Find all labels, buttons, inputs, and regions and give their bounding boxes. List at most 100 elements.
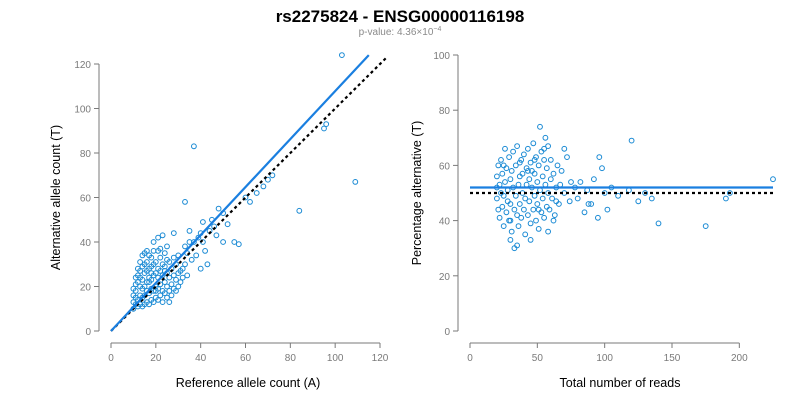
data-point (525, 168, 531, 174)
data-point (526, 198, 533, 205)
data-point (599, 165, 605, 172)
data-point (144, 248, 150, 254)
data-point (494, 173, 500, 180)
data-point (265, 176, 271, 183)
data-point (514, 212, 520, 219)
data-point (635, 198, 642, 205)
data-point (224, 221, 231, 228)
y-tick-label: 40 (439, 217, 451, 228)
data-point (541, 214, 547, 221)
data-point (521, 206, 527, 213)
data-point (157, 254, 164, 261)
data-point (152, 288, 159, 294)
data-point (141, 283, 148, 290)
data-point (204, 261, 211, 268)
data-point (191, 143, 197, 150)
data-point (507, 237, 514, 243)
data-point (533, 154, 539, 161)
data-point (503, 209, 510, 216)
data-point (186, 239, 193, 245)
data-point (152, 259, 159, 265)
data-point (596, 154, 603, 161)
data-point (530, 206, 537, 213)
data-point (581, 209, 588, 216)
data-point (515, 223, 522, 230)
data-point (518, 214, 525, 221)
data-point (339, 52, 345, 58)
data-point (146, 301, 153, 308)
data-point (253, 190, 260, 196)
data-point (545, 228, 551, 235)
y-tick-label: 60 (80, 194, 92, 205)
y-tick-label: 80 (80, 149, 92, 160)
x-tick-label: 120 (372, 353, 389, 364)
y-tick-label: 40 (80, 238, 92, 249)
data-point (260, 183, 267, 190)
data-point (526, 176, 533, 183)
y-tick-label: 120 (74, 60, 91, 71)
data-point (507, 201, 514, 207)
data-point (182, 261, 188, 268)
data-point (539, 173, 546, 180)
data-point (502, 179, 508, 185)
data-point (511, 206, 518, 213)
data-point (132, 274, 139, 281)
data-point (543, 203, 550, 210)
data-point (543, 165, 550, 172)
data-point (170, 254, 177, 261)
data-point (727, 190, 733, 196)
data-point (550, 217, 557, 224)
data-point (166, 274, 173, 281)
data-point (702, 223, 709, 230)
data-point (604, 206, 611, 213)
data-point (139, 276, 146, 283)
data-point (550, 170, 557, 177)
data-point (541, 157, 547, 163)
x-axis-label: Reference allele count (A) (176, 376, 321, 390)
data-point (495, 162, 502, 169)
data-point (144, 279, 150, 286)
data-point (531, 192, 538, 199)
data-point (577, 179, 584, 185)
data-point (521, 151, 527, 158)
data-point (150, 299, 157, 306)
data-point (527, 237, 534, 243)
data-point (507, 217, 514, 224)
reference-line (110, 56, 388, 332)
data-point (566, 198, 573, 205)
data-point (530, 140, 537, 147)
data-point (538, 148, 545, 155)
data-point (166, 299, 173, 306)
data-point (525, 212, 531, 219)
x-tick-label: 0 (467, 353, 473, 364)
data-point (502, 145, 508, 152)
data-point (500, 192, 507, 199)
data-point (148, 270, 155, 277)
y-tick-label: 20 (439, 272, 451, 283)
data-point (220, 239, 227, 245)
data-point (503, 165, 510, 172)
data-point (588, 201, 595, 207)
data-point (541, 145, 547, 152)
data-point (533, 217, 539, 224)
data-point (164, 243, 170, 250)
data-point (519, 170, 526, 177)
data-point (137, 259, 144, 265)
data-point (175, 283, 182, 290)
data-point (215, 205, 222, 212)
data-point (539, 195, 546, 202)
data-point (159, 299, 166, 306)
y-axis-label: Alternative allele count (T) (49, 125, 63, 270)
data-point (296, 207, 303, 214)
data-point (197, 265, 204, 272)
data-point (132, 288, 139, 294)
data-point (506, 154, 513, 161)
data-point (235, 241, 242, 248)
data-point (247, 199, 253, 205)
data-point (547, 176, 554, 183)
data-point (164, 283, 170, 290)
data-point (531, 157, 538, 163)
data-point (510, 148, 516, 155)
data-point (723, 195, 729, 202)
data-point (545, 143, 551, 150)
